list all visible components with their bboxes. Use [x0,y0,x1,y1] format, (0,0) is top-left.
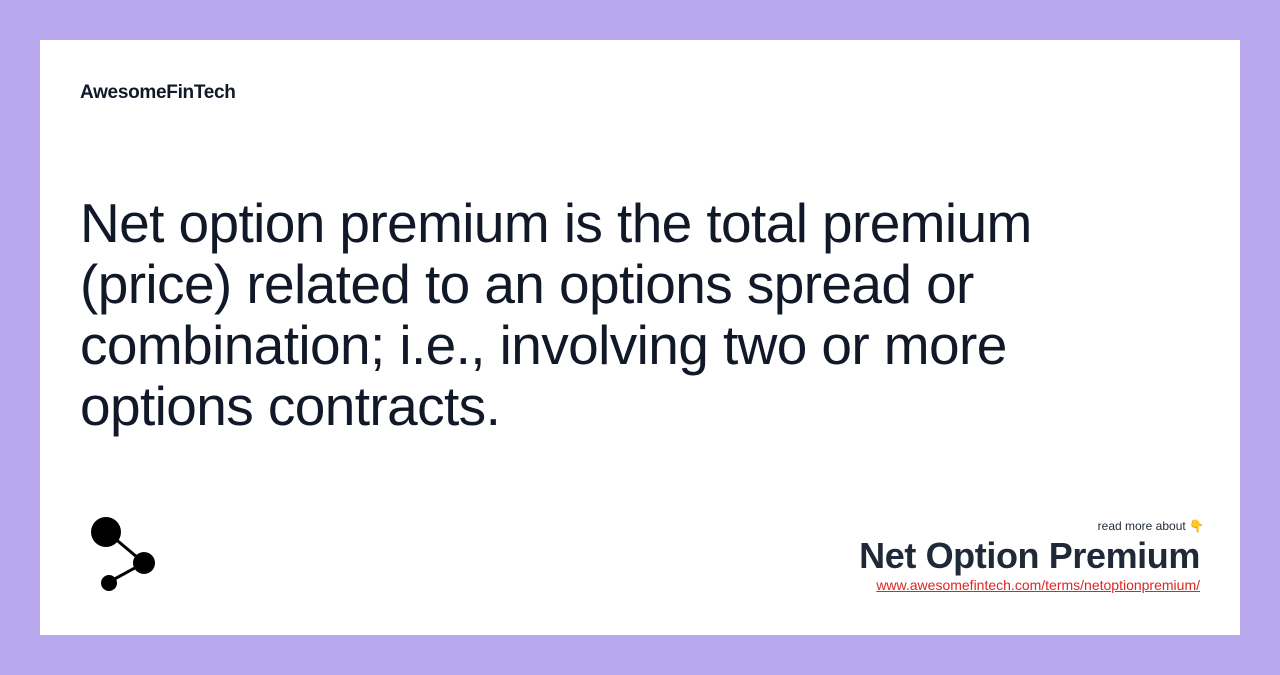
share-icon-node-top [91,517,121,547]
read-more-label: read more about 👇 [1097,519,1204,533]
term-link[interactable]: www.awesomefintech.com/terms/netoptionpr… [876,577,1200,593]
definition-text: Net option premium is the total premium … [80,192,1032,437]
brand-name[interactable]: AwesomeFinTech [80,82,236,103]
share-network-icon [91,517,155,591]
term-title: Net Option Premium [859,535,1200,576]
card: AwesomeFinTech Net option premium is the… [40,40,1240,635]
share-icon-node-bottom [101,575,117,591]
share-icon-node-right [133,552,155,574]
